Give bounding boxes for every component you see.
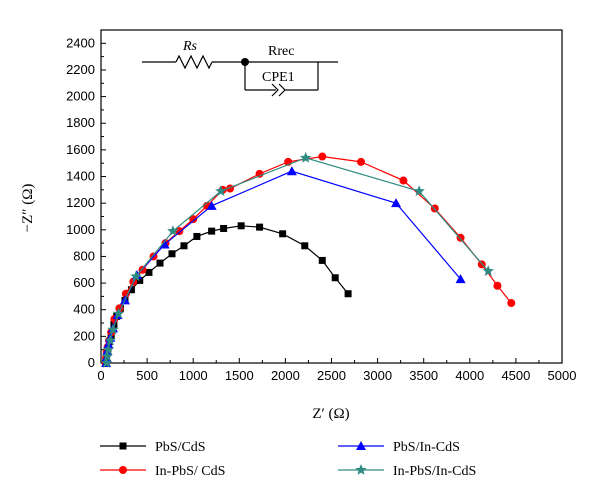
legend: PbS/CdS In-PbS/ CdS PbS/In-CdS In-PbS/In-Cd… <box>100 440 476 479</box>
y-tick-label: 2400 <box>66 35 95 50</box>
legend-label: PbS/In-CdS <box>393 440 460 455</box>
y-tick-label: 0 <box>88 355 95 370</box>
x-tick-label: 4000 <box>455 368 484 383</box>
data-point <box>193 232 201 240</box>
data-point <box>237 222 245 230</box>
data-point <box>104 334 116 346</box>
data-point <box>455 274 466 284</box>
x-tick-label: 2500 <box>317 368 346 383</box>
y-tick-label: 2200 <box>66 62 95 77</box>
legend-item: In-PbS/ CdS <box>100 464 225 479</box>
data-point <box>167 225 179 236</box>
data-point <box>168 250 176 258</box>
legend-item: In-PbS/In-CdS <box>338 464 476 479</box>
legend-label: PbS/CdS <box>155 440 206 455</box>
inset-circuit: Rs Rrec CPE1 <box>142 39 338 97</box>
data-point <box>208 227 216 235</box>
legend-item: PbS/In-CdS <box>338 440 460 455</box>
data-point <box>391 198 402 208</box>
x-tick-label: 1000 <box>179 368 208 383</box>
y-tick-label: 400 <box>73 302 95 317</box>
x-tick-label: 2000 <box>271 368 300 383</box>
rs-label: Rs <box>182 39 198 54</box>
data-point <box>107 323 119 335</box>
y-tick-label: 200 <box>73 328 95 343</box>
data-point <box>299 151 312 163</box>
data-point <box>399 176 408 185</box>
data-point <box>175 227 184 236</box>
cpe-symbol-2 <box>278 83 286 97</box>
data-point <box>220 224 228 232</box>
legend-marker <box>119 442 127 450</box>
cpe-symbol <box>271 83 279 97</box>
y-tick-label: 600 <box>73 275 95 290</box>
series-line <box>105 155 512 364</box>
data-point <box>159 239 170 249</box>
data-point <box>482 265 494 276</box>
y-tick-label: 1400 <box>66 169 95 184</box>
data-point <box>507 299 516 308</box>
data-point <box>206 200 217 210</box>
data-point <box>318 152 327 161</box>
cpe1-label: CPE1 <box>262 70 295 85</box>
legend-label: In-PbS/ CdS <box>155 464 225 479</box>
data-point <box>255 169 264 178</box>
x-tick-label: 3000 <box>363 368 392 383</box>
legend-marker <box>355 464 367 475</box>
y-tick-label: 1000 <box>66 222 95 237</box>
x-tick-label: 4500 <box>501 368 530 383</box>
y-tick-label: 1800 <box>66 115 95 130</box>
x-tick-label: 0 <box>97 368 104 383</box>
data-point <box>101 350 113 362</box>
y-tick-label: 1200 <box>66 195 95 210</box>
rrec-label: Rrec <box>268 44 294 59</box>
x-axis-title: Z′ (Ω) <box>312 406 349 422</box>
x-tick-label: 5000 <box>548 368 577 383</box>
legend-label: In-PbS/In-CdS <box>393 464 476 479</box>
x-tick-label: 3500 <box>409 368 438 383</box>
data-point <box>493 281 502 290</box>
y-axis-title: −Z″ (Ω) <box>20 184 36 233</box>
data-point <box>215 185 227 197</box>
data-point <box>180 242 188 250</box>
data-point <box>456 233 465 242</box>
data-point <box>413 185 425 197</box>
data-point <box>344 290 352 298</box>
series-square <box>102 222 352 367</box>
data-point <box>130 270 142 282</box>
legend-marker <box>119 466 127 474</box>
data-point <box>112 307 125 319</box>
data-point <box>357 157 366 166</box>
series-line <box>105 225 349 364</box>
data-point <box>331 274 339 282</box>
series-line <box>105 170 462 364</box>
data-point <box>279 230 287 238</box>
data-point <box>102 343 115 355</box>
data-point <box>286 166 297 176</box>
series-layer <box>100 151 516 368</box>
plot-area <box>100 29 563 364</box>
x-tick-label: 1500 <box>225 368 254 383</box>
axis-ticks: 0 500 1000 1500 2000 2500 3000 3500 4000 4500 5000… <box>66 35 576 383</box>
plot-frame <box>100 29 563 364</box>
y-tick-label: 1600 <box>66 142 95 157</box>
legend-item: PbS/CdS <box>100 440 206 455</box>
data-point <box>121 289 130 298</box>
data-point <box>189 215 198 224</box>
y-tick-label: 2000 <box>66 89 95 104</box>
data-point <box>127 286 135 294</box>
data-point <box>136 276 144 284</box>
data-point <box>318 256 326 264</box>
legend-marker <box>356 441 366 450</box>
resistor-rs-symbol <box>175 54 213 70</box>
data-point <box>100 357 113 368</box>
data-point <box>156 259 164 267</box>
data-point <box>301 242 309 250</box>
y-tick-label: 800 <box>73 248 95 263</box>
data-point <box>256 223 264 231</box>
series-star <box>100 151 494 368</box>
x-tick-label: 500 <box>136 368 158 383</box>
data-point <box>145 268 153 276</box>
